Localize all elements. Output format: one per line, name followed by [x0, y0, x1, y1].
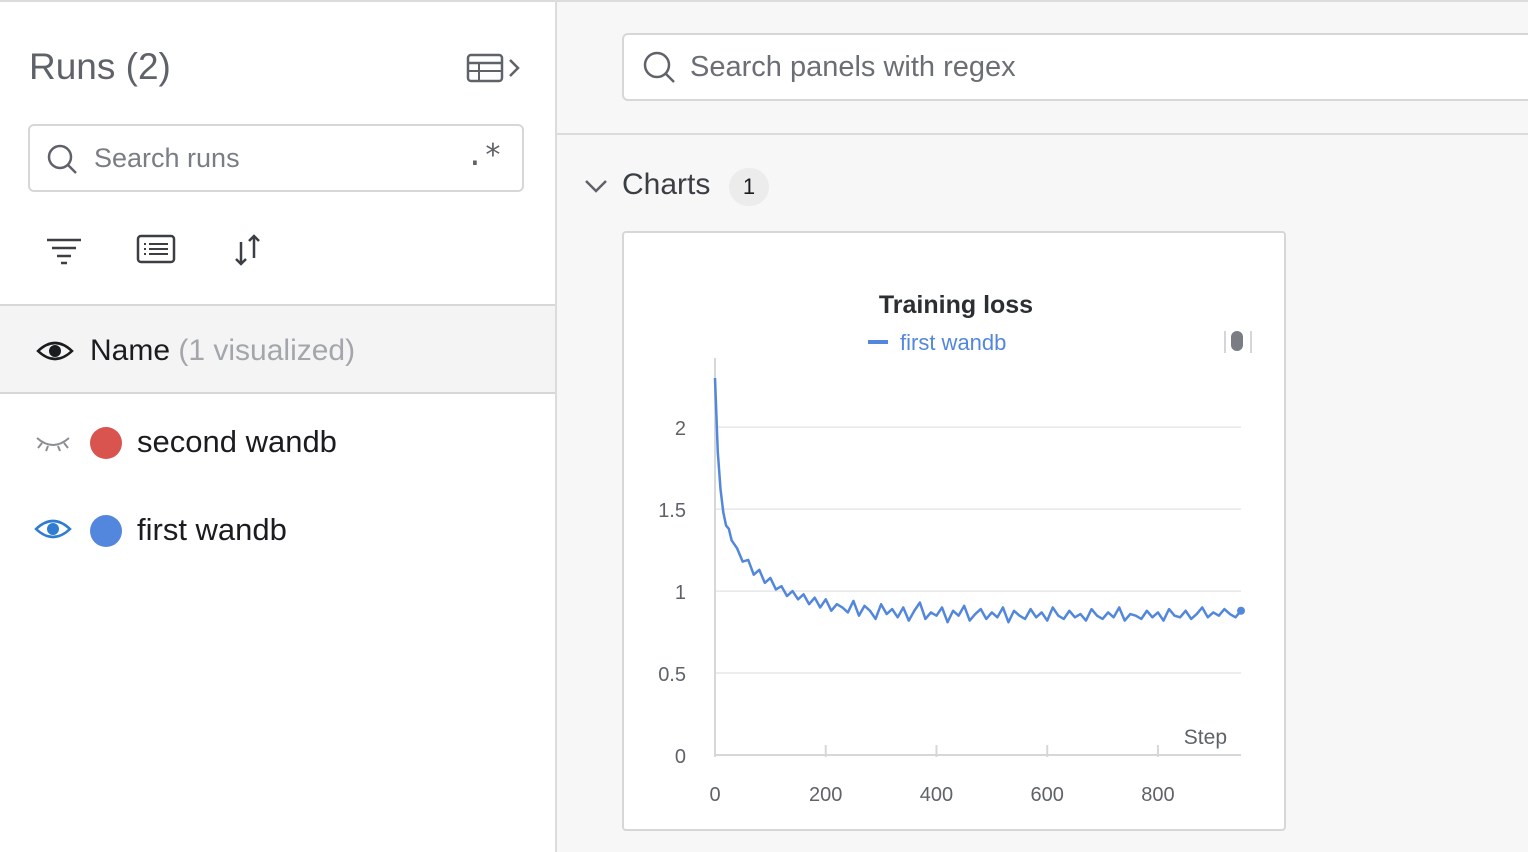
sort-icon[interactable] — [227, 228, 271, 272]
search-panels-input[interactable] — [690, 49, 1490, 85]
series-line-first-wandb — [713, 377, 1242, 624]
chevron-down-icon[interactable] — [583, 176, 609, 201]
eye-icon[interactable] — [36, 336, 74, 371]
workspace-main: Charts 1 Training loss first wandb 0 0.5 1 1.… — [557, 2, 1528, 852]
section-title: Charts — [622, 168, 711, 201]
chart-panel[interactable]: Training loss first wandb 0 0.5 1 1.5 2 0 200 400… — [622, 231, 1286, 831]
run-color-dot[interactable] — [90, 427, 122, 459]
runs-title: Runs (2) — [29, 46, 171, 87]
search-runs-input[interactable] — [94, 140, 454, 176]
run-color-dot[interactable] — [90, 515, 122, 547]
y-tick-label: 0.5 — [658, 664, 686, 686]
y-tick-label: 1.5 — [658, 500, 686, 522]
legend-toggle-icon[interactable] — [1224, 331, 1252, 353]
name-column-header[interactable]: Name (1 visualized) — [90, 334, 355, 368]
run-row[interactable]: second wandb — [0, 406, 555, 476]
panel-search-bar — [557, 2, 1528, 135]
visualized-count: (1 visualized) — [178, 334, 356, 367]
table-expand-icon[interactable] — [466, 52, 524, 86]
y-tick-label: 1 — [675, 582, 686, 604]
run-name[interactable]: second wandb — [137, 424, 337, 459]
y-tick-label: 2 — [675, 418, 686, 440]
run-row[interactable]: first wandb — [0, 494, 555, 564]
search-icon — [642, 50, 676, 89]
legend-label: first wandb — [900, 330, 1006, 355]
name-column-label: Name — [90, 334, 171, 367]
runs-sidebar: Runs (2) .* — [0, 2, 557, 852]
eye-icon[interactable] — [34, 518, 72, 549]
series-endpoint — [1237, 606, 1245, 615]
x-axis-label: Step — [1184, 726, 1227, 749]
columns-icon[interactable] — [134, 228, 178, 272]
x-tick-label: 600 — [1031, 784, 1064, 806]
runs-table-header: Name (1 visualized) — [0, 304, 555, 394]
search-icon — [46, 143, 78, 180]
search-panels-field[interactable] — [622, 33, 1528, 101]
x-tick-label: 200 — [809, 784, 842, 806]
x-tick-label: 400 — [920, 784, 953, 806]
eye-closed-icon[interactable] — [34, 430, 72, 461]
panel-count-badge: 1 — [729, 168, 769, 206]
y-tick-label: 0 — [675, 746, 686, 768]
line-chart: Training loss first wandb 0 0.5 1 1.5 2 0 200 400… — [658, 291, 1252, 806]
filter-icon[interactable] — [42, 228, 86, 272]
regex-toggle[interactable]: .* — [465, 138, 502, 173]
chart-title: Training loss — [879, 291, 1033, 319]
search-runs-field[interactable]: .* — [28, 124, 524, 192]
run-name[interactable]: first wandb — [137, 512, 287, 547]
x-tick-label: 800 — [1141, 784, 1174, 806]
x-tick-label: 0 — [709, 784, 720, 806]
